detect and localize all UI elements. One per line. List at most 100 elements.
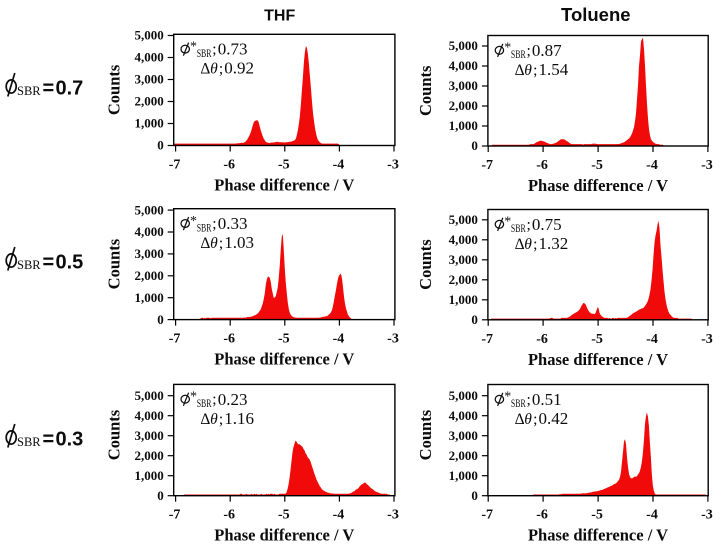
- svg-text:0.75: 0.75: [532, 215, 562, 234]
- svg-text:-5: -5: [591, 332, 603, 347]
- svg-text:-7: -7: [481, 332, 493, 347]
- svg-text:0.3: 0.3: [56, 428, 84, 450]
- svg-text:θ: θ: [210, 235, 218, 252]
- svg-text:0: 0: [471, 138, 478, 153]
- svg-text:SBR: SBR: [17, 258, 41, 272]
- svg-text:3,000: 3,000: [134, 72, 163, 87]
- svg-text:Counts: Counts: [105, 409, 124, 460]
- svg-text:4,000: 4,000: [449, 232, 478, 247]
- svg-text:THF: THF: [264, 8, 295, 25]
- svg-text:θ: θ: [210, 411, 218, 428]
- svg-text:Phase difference / V: Phase difference / V: [214, 176, 354, 195]
- svg-text:*: *: [190, 40, 197, 55]
- svg-text:;: ;: [212, 41, 216, 58]
- svg-text:Toluene: Toluene: [561, 4, 631, 25]
- svg-text:;: ;: [533, 411, 537, 428]
- svg-text:4,000: 4,000: [449, 58, 478, 73]
- svg-text:4,000: 4,000: [134, 408, 163, 423]
- svg-text:=: =: [43, 77, 55, 99]
- svg-text:-6: -6: [223, 508, 235, 523]
- svg-text:-3: -3: [387, 332, 399, 347]
- svg-text:;: ;: [527, 42, 531, 59]
- svg-text:2,000: 2,000: [449, 98, 478, 113]
- svg-text:2,000: 2,000: [134, 448, 163, 463]
- svg-text:3,000: 3,000: [134, 246, 163, 261]
- svg-text:SBR: SBR: [511, 223, 526, 235]
- svg-text:-4: -4: [333, 158, 345, 173]
- svg-text:-7: -7: [169, 332, 181, 347]
- svg-text:Δ: Δ: [515, 411, 525, 428]
- svg-text:2,000: 2,000: [449, 272, 478, 287]
- svg-text:-5: -5: [591, 158, 603, 173]
- svg-text:1.03: 1.03: [224, 233, 254, 252]
- svg-text:-6: -6: [223, 332, 235, 347]
- svg-text:5,000: 5,000: [449, 38, 478, 53]
- svg-text:SBR: SBR: [197, 222, 212, 234]
- svg-text:-4: -4: [646, 158, 658, 173]
- svg-text:3,000: 3,000: [449, 78, 478, 93]
- svg-text:5,000: 5,000: [134, 388, 163, 403]
- svg-text:0.42: 0.42: [539, 409, 569, 428]
- svg-text:SBR: SBR: [17, 84, 41, 98]
- svg-text:1,000: 1,000: [449, 292, 478, 307]
- svg-text:0.5: 0.5: [56, 251, 84, 273]
- svg-text:θ: θ: [524, 236, 532, 253]
- svg-text:-7: -7: [481, 508, 493, 523]
- svg-text:0: 0: [157, 312, 164, 327]
- svg-text:Phase difference / V: Phase difference / V: [528, 350, 668, 369]
- svg-text:5,000: 5,000: [134, 28, 163, 43]
- svg-text:;: ;: [527, 391, 531, 408]
- svg-text:Δ: Δ: [200, 61, 210, 78]
- svg-text:3,000: 3,000: [449, 252, 478, 267]
- svg-text:Δ: Δ: [515, 62, 525, 79]
- svg-text:1,000: 1,000: [134, 116, 163, 131]
- svg-text:-3: -3: [701, 332, 713, 347]
- svg-text:Counts: Counts: [105, 238, 124, 289]
- svg-text:*: *: [190, 390, 197, 405]
- svg-text:-6: -6: [536, 332, 548, 347]
- svg-text:Phase difference / V: Phase difference / V: [214, 350, 354, 369]
- svg-text:0.33: 0.33: [218, 214, 248, 233]
- svg-text:0.87: 0.87: [532, 41, 562, 60]
- svg-text:2,000: 2,000: [449, 448, 478, 463]
- svg-text:0.92: 0.92: [224, 59, 254, 78]
- svg-text:;: ;: [212, 391, 216, 408]
- svg-text:;: ;: [219, 61, 223, 78]
- svg-text:Δ: Δ: [200, 235, 210, 252]
- svg-text:-5: -5: [278, 332, 290, 347]
- svg-text:SBR: SBR: [511, 398, 526, 410]
- svg-text:-6: -6: [536, 158, 548, 173]
- svg-text:-4: -4: [646, 508, 658, 523]
- svg-text:0: 0: [157, 488, 164, 503]
- svg-text:θ: θ: [210, 61, 218, 78]
- svg-text:4,000: 4,000: [449, 408, 478, 423]
- svg-text:*: *: [190, 214, 197, 229]
- svg-text:-7: -7: [481, 158, 493, 173]
- svg-text:1.16: 1.16: [224, 409, 254, 428]
- svg-text:;: ;: [219, 235, 223, 252]
- svg-text:5,000: 5,000: [449, 212, 478, 227]
- svg-text:Phase difference / V: Phase difference / V: [528, 176, 668, 195]
- svg-text:1,000: 1,000: [449, 118, 478, 133]
- svg-text:2,000: 2,000: [134, 94, 163, 109]
- svg-text:1,000: 1,000: [449, 468, 478, 483]
- svg-text:=: =: [43, 251, 55, 273]
- svg-text:-6: -6: [536, 508, 548, 523]
- svg-text:Phase difference / V: Phase difference / V: [214, 526, 354, 545]
- svg-text:SBR: SBR: [511, 49, 526, 61]
- svg-text:0.7: 0.7: [56, 77, 84, 99]
- svg-text:*: *: [504, 390, 511, 405]
- svg-text:2,000: 2,000: [134, 268, 163, 283]
- svg-text:;: ;: [219, 411, 223, 428]
- svg-text:-5: -5: [278, 158, 290, 173]
- svg-text:3,000: 3,000: [449, 428, 478, 443]
- svg-text:Δ: Δ: [515, 236, 525, 253]
- svg-text:0: 0: [471, 488, 478, 503]
- svg-text:-7: -7: [169, 508, 181, 523]
- svg-text:;: ;: [533, 236, 537, 253]
- svg-text:0.23: 0.23: [218, 390, 248, 409]
- svg-text:-4: -4: [646, 332, 658, 347]
- svg-text:0.51: 0.51: [532, 390, 562, 409]
- svg-text:-3: -3: [701, 158, 713, 173]
- svg-text:-7: -7: [169, 158, 181, 173]
